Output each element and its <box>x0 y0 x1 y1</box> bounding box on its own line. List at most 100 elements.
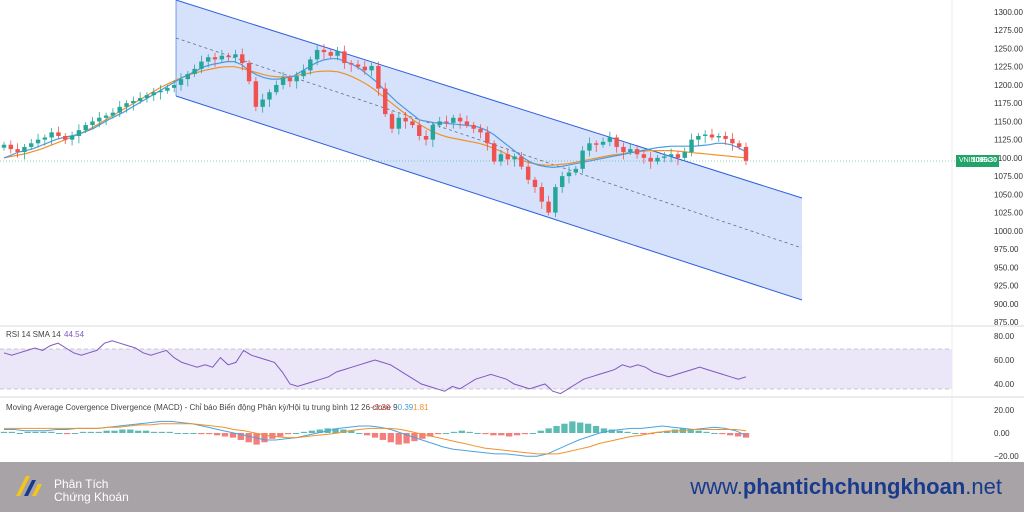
macd-histogram-bar <box>166 431 173 433</box>
candle-body <box>76 130 82 136</box>
candle-body <box>519 156 524 167</box>
candle-body <box>580 150 585 169</box>
candle-body <box>321 49 327 53</box>
macd-histogram-bar <box>87 431 94 433</box>
macd-histogram-bar <box>316 429 323 433</box>
rsi-line <box>3 340 747 395</box>
macd-histogram-bar <box>300 431 308 433</box>
macd-tick-label: 20.00 <box>994 406 1015 415</box>
candle-body <box>376 65 381 89</box>
chart-background <box>0 0 1024 462</box>
candle-body <box>212 57 218 60</box>
candle-body <box>539 187 544 202</box>
price-tick-label: 1100.00 <box>994 154 1023 163</box>
ma-fast-line <box>3 58 747 169</box>
candle-body <box>417 125 422 136</box>
candle-body <box>716 136 721 138</box>
macd-histogram-bar <box>616 430 623 433</box>
candle-body <box>607 137 613 142</box>
macd-histogram-bar <box>356 433 363 434</box>
candle-body <box>478 128 483 133</box>
macd-histogram-bar <box>119 429 126 433</box>
macd-histogram-bar <box>608 429 615 433</box>
candle-body <box>124 103 129 107</box>
macd-histogram-bar <box>213 433 221 436</box>
candle-body <box>559 176 565 188</box>
price-tick-label: 1175.00 <box>994 99 1023 108</box>
macd-histogram-bar <box>245 433 252 443</box>
macd-histogram-bar <box>458 430 465 433</box>
candle-body <box>403 117 408 122</box>
macd-histogram-bar <box>24 431 31 433</box>
candle-body <box>396 117 402 129</box>
price-tick-label: 1225.00 <box>994 63 1023 72</box>
price-tick-label: 900.00 <box>994 300 1019 309</box>
ma-slow-line <box>3 66 747 166</box>
macd-histogram-bar <box>553 426 560 433</box>
candle-body <box>491 143 497 162</box>
candle-body <box>485 132 490 144</box>
channel-lower-line <box>175 95 803 301</box>
site-url-link[interactable]: www.phantichchungkhoan.net <box>690 474 1002 500</box>
candle-body <box>662 156 667 158</box>
candle-body <box>682 152 687 158</box>
candle-body <box>137 98 143 101</box>
candle-body <box>614 137 619 147</box>
candle-body <box>1 144 7 148</box>
macd-histogram-bar <box>292 433 300 434</box>
macd-histogram-bar <box>403 433 410 444</box>
candle-body <box>69 136 75 140</box>
candle-body <box>634 149 640 155</box>
macd-histogram-bar <box>0 431 8 433</box>
candle-body <box>117 106 122 113</box>
logo-icon <box>16 476 42 496</box>
rsi-tick-label: 40.00 <box>994 380 1015 389</box>
macd-histogram-bar <box>71 433 79 434</box>
candle-body <box>144 95 150 99</box>
macd-histogram-bar <box>182 433 189 434</box>
macd-histogram-bar <box>103 430 110 433</box>
regression-channel <box>176 0 802 300</box>
last-price-value: 1096.30 <box>971 157 997 164</box>
macd-histogram-bar <box>474 433 481 434</box>
macd-histogram-bar <box>8 431 16 433</box>
candle-body <box>689 139 694 153</box>
macd-histogram-bar <box>537 430 544 433</box>
rsi-label: RSI 14 SMA 14 <box>6 330 61 339</box>
candle-body <box>621 146 626 153</box>
macd-series <box>0 420 750 457</box>
chart-area[interactable]: 1300.00 1275.00 1250.00 1225.00 1200.00 1175.… <box>0 0 1024 462</box>
macd-histogram-bar <box>734 433 742 437</box>
candle-body <box>56 132 61 136</box>
macd-histogram-bar <box>561 423 568 433</box>
candle-body <box>355 64 361 67</box>
candle-body <box>389 114 395 129</box>
candle-body <box>206 57 211 62</box>
candle-body <box>566 172 572 177</box>
macd-histogram-bar <box>419 433 426 439</box>
price-tick-label: 1200.00 <box>994 81 1023 90</box>
macd-value-hist: 1.81 <box>413 403 429 412</box>
candle-body <box>464 121 470 126</box>
macd-histogram-bar <box>56 433 63 434</box>
candle-body <box>600 141 606 145</box>
candle-body <box>444 121 449 123</box>
macd-histogram-bar <box>521 433 529 435</box>
candle-body <box>151 92 156 96</box>
logo[interactable]: Phân Tích Chứng Khoán <box>12 470 152 506</box>
candle-body <box>553 187 558 213</box>
candle-body <box>15 149 20 153</box>
macd-histogram-bar <box>498 433 505 436</box>
macd-histogram-bar <box>135 430 142 433</box>
macd-histogram-bar <box>640 433 647 435</box>
macd-histogram-bar <box>150 431 158 433</box>
macd-histogram-bar <box>671 429 679 433</box>
macd-histogram-bar <box>40 431 47 433</box>
macd-histogram-bar <box>229 433 237 438</box>
macd-histogram-bar <box>253 433 260 445</box>
macd-histogram-bar <box>190 433 197 434</box>
macd-histogram-bar <box>206 433 213 435</box>
candle-body <box>457 117 463 122</box>
macd-label: Moving Average Covergence Divergence (MA… <box>6 403 398 412</box>
price-tick-label: 1150.00 <box>994 117 1023 126</box>
